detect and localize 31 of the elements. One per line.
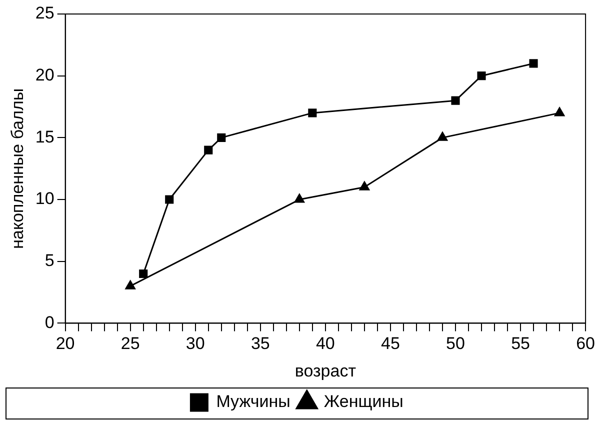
x-tick-label: 35 bbox=[250, 334, 270, 354]
x-tick-label: 60 bbox=[576, 334, 596, 354]
point bbox=[477, 72, 486, 80]
y-tick-label: 15 bbox=[35, 127, 54, 146]
y-tick-label: 25 bbox=[35, 4, 54, 23]
y-tick-label: 5 bbox=[44, 251, 54, 270]
point bbox=[139, 269, 148, 278]
y-tick-label: 10 bbox=[35, 189, 54, 208]
x-tick-label: 55 bbox=[511, 334, 530, 354]
y-axis-title: накопленные баллы bbox=[8, 88, 27, 249]
x-tick-label: 45 bbox=[380, 334, 400, 354]
x-tick-label: 50 bbox=[446, 334, 465, 354]
point bbox=[308, 108, 317, 118]
point bbox=[529, 59, 538, 68]
point bbox=[204, 146, 213, 154]
point bbox=[554, 107, 565, 116]
x-tick-label: 25 bbox=[120, 334, 140, 354]
point bbox=[294, 194, 304, 203]
legend-label: Мужчины bbox=[216, 392, 290, 412]
point bbox=[217, 133, 226, 142]
x-tick-label: 40 bbox=[316, 334, 335, 354]
point bbox=[165, 195, 174, 204]
point bbox=[125, 280, 136, 290]
legend-label: Женщины bbox=[324, 392, 404, 412]
point bbox=[437, 132, 448, 141]
x-axis-title: возраст bbox=[294, 361, 356, 380]
point bbox=[359, 181, 370, 190]
x-tick-label: 30 bbox=[186, 334, 205, 354]
y-tick-label: 0 bbox=[44, 312, 54, 332]
y-tick-label: 20 bbox=[35, 66, 54, 85]
point bbox=[451, 96, 460, 105]
